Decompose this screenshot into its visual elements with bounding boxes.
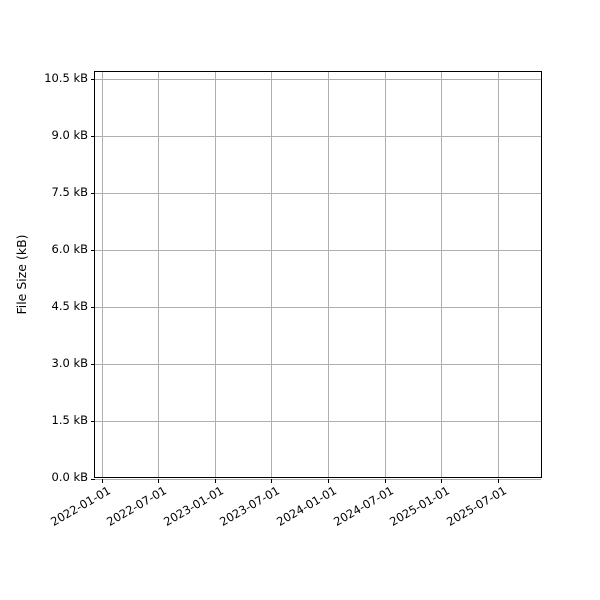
y-tick-label: 1.5 kB: [51, 412, 89, 427]
y-tick-mark: [91, 250, 95, 252]
y-tick-label: 3.0 kB: [51, 355, 89, 370]
plot-area: [91, 71, 543, 483]
gridline-horizontal: [95, 421, 541, 423]
y-tick-mark: [91, 79, 95, 80]
gridline-vertical: [384, 72, 386, 477]
gridline-vertical: [327, 72, 329, 477]
y-tick-label: 9.0 kB: [51, 127, 89, 142]
gridline-vertical: [214, 72, 216, 477]
gridline-horizontal: [95, 250, 541, 252]
gridline-vertical: [271, 72, 273, 477]
x-tick-label: 2022-01-01: [47, 483, 113, 529]
y-tick-mark: [91, 136, 95, 138]
x-tick-mark: [271, 479, 273, 483]
gridline-vertical: [158, 72, 160, 477]
y-tick-label: 10.5 kB: [44, 70, 88, 85]
gridline-horizontal: [95, 193, 541, 195]
x-tick-mark: [101, 479, 103, 483]
y-tick-mark: [91, 193, 95, 195]
x-tick-label: 2025-07-01: [443, 483, 509, 529]
x-tick-label: 2025-01-01: [387, 483, 453, 529]
y-tick-mark: [91, 307, 95, 309]
gridline-horizontal: [95, 364, 541, 366]
y-tick-label: 0.0 kB: [51, 470, 89, 484]
x-tick-mark: [158, 479, 160, 483]
gridline-horizontal: [95, 478, 541, 480]
y-tick-label: 6.0 kB: [51, 241, 89, 256]
y-tick-mark: [91, 364, 95, 366]
x-tick-mark: [384, 479, 386, 483]
x-tick-label: 2023-07-01: [217, 483, 283, 529]
gridline-horizontal: [95, 307, 541, 309]
x-tick-mark: [441, 479, 443, 483]
gridline-vertical: [101, 72, 103, 477]
gridline-vertical: [441, 72, 443, 477]
y-tick-mark: [91, 421, 95, 423]
gridline-horizontal: [95, 79, 541, 80]
x-tick-label: 2023-01-01: [160, 483, 226, 529]
x-tick-mark: [327, 479, 329, 483]
y-tick-label: 7.5 kB: [51, 184, 89, 199]
x-tick-label: 2024-07-01: [330, 483, 396, 529]
x-tick-mark: [497, 479, 499, 483]
gridline-vertical: [497, 72, 499, 477]
data-series-layer: [95, 72, 543, 479]
gridline-horizontal: [95, 136, 541, 138]
y-tick-mark: [91, 478, 95, 480]
x-tick-label: 2022-07-01: [104, 483, 170, 529]
x-tick-label: 2024-01-01: [274, 483, 339, 529]
y-tick-label: 4.5 kB: [51, 298, 89, 313]
x-tick-mark: [214, 479, 216, 483]
